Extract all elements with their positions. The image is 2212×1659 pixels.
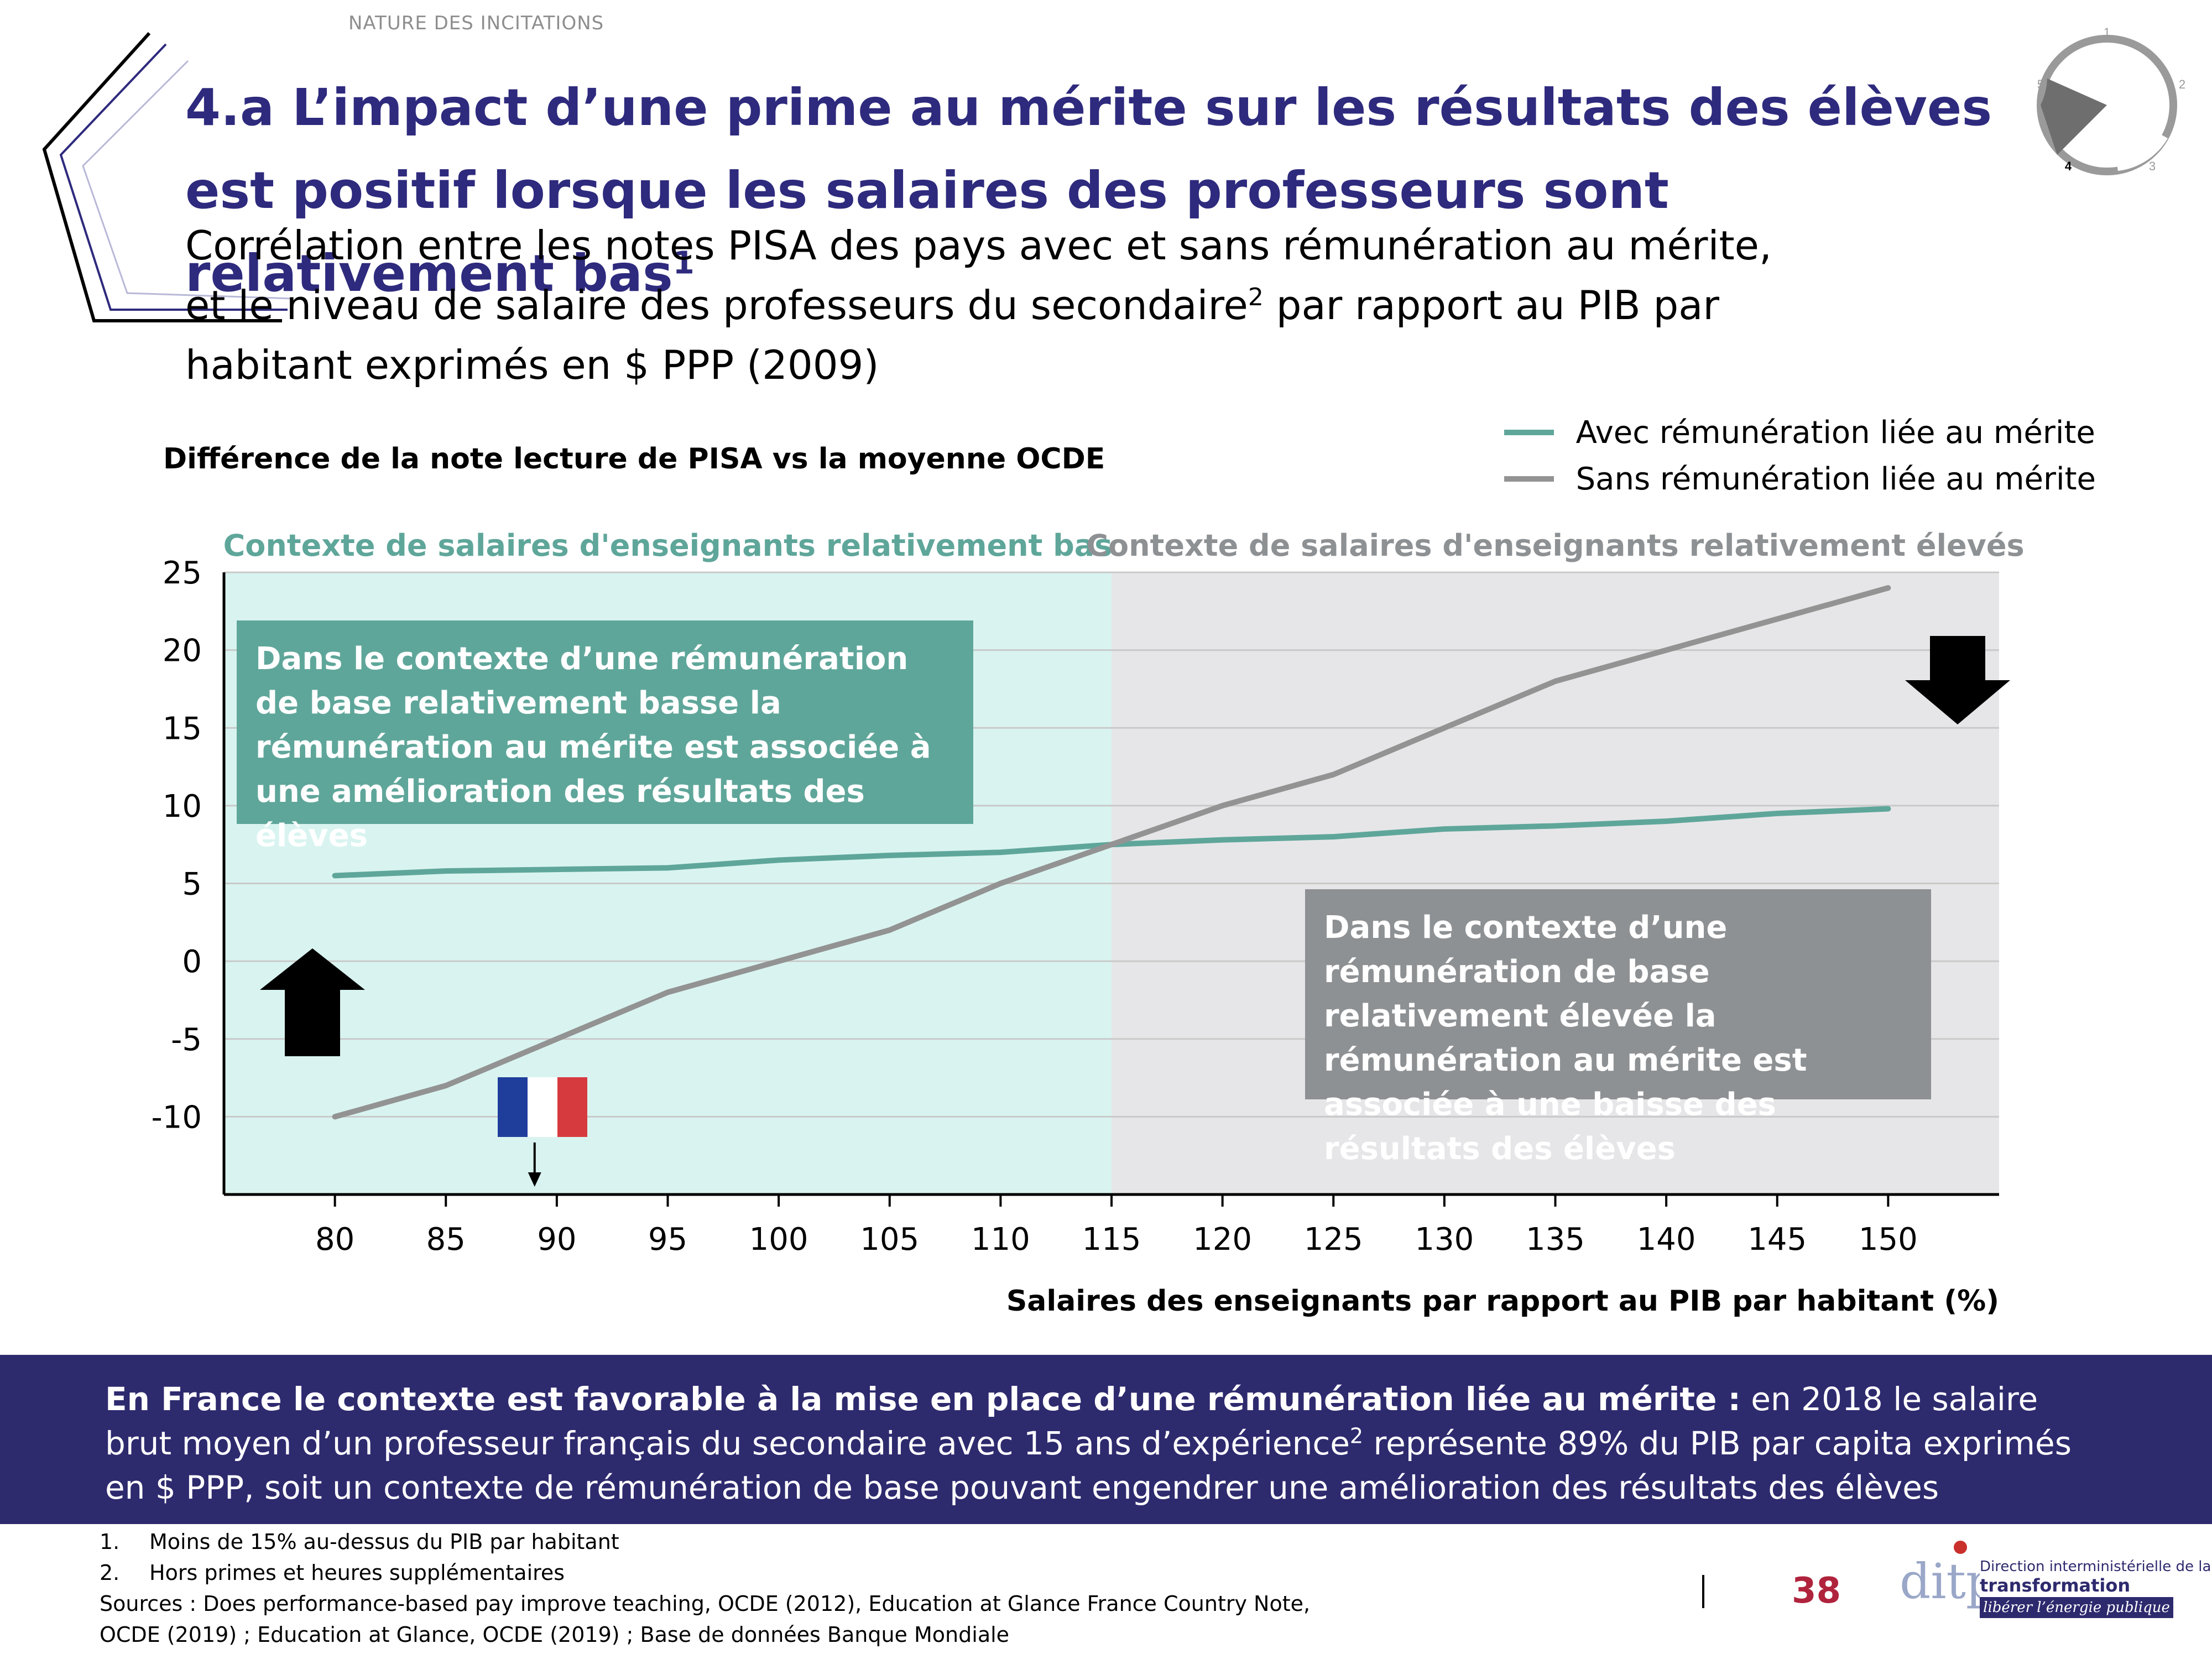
x-tick-label: 135 bbox=[1526, 1222, 1585, 1258]
y-tick-label: 5 bbox=[182, 867, 202, 902]
footnotes: 1. Moins de 15% au-dessus du PIB par habi… bbox=[100, 1526, 1310, 1650]
annotation-high-salary: Dans le contexte d’une rémunération de b… bbox=[1305, 889, 1931, 1167]
dial-label-1: 1 bbox=[2104, 25, 2110, 39]
section-label: NATURE DES INCITATIONS bbox=[348, 12, 604, 34]
x-tick-label: 140 bbox=[1637, 1222, 1696, 1258]
x-tick-label: 80 bbox=[315, 1222, 354, 1258]
logo-tagline: libérer l’énergie publique bbox=[1980, 1597, 2173, 1618]
x-tick-label: 90 bbox=[537, 1222, 576, 1258]
sources-line-2: OCDE (2019) ; Education at Glance, OCDE … bbox=[100, 1623, 1010, 1647]
dial-label-3: 3 bbox=[2149, 159, 2156, 173]
y-tick-label: -5 bbox=[171, 1022, 202, 1058]
france-flag-white bbox=[528, 1077, 557, 1137]
x-tick-label: 115 bbox=[1082, 1222, 1141, 1258]
x-tick-label: 100 bbox=[749, 1222, 808, 1258]
y-tick-label: -10 bbox=[152, 1099, 202, 1135]
y-tick-label: 20 bbox=[163, 633, 202, 669]
legend-swatch-sans bbox=[1504, 476, 1554, 482]
footnote-1: 1. Moins de 15% au-dessus du PIB par habi… bbox=[100, 1530, 619, 1554]
conclusion-banner: En France le contexte est favorable à la… bbox=[0, 1355, 2212, 1524]
series-line-1 bbox=[332, 585, 1891, 1120]
sources-line-1: Sources : Does performance-based pay imp… bbox=[100, 1592, 1311, 1616]
region-label-0: Contexte de salaires d'enseignants relat… bbox=[223, 528, 1113, 563]
annotation-low-salary: Dans le contexte d’une rémunération de b… bbox=[237, 620, 973, 854]
x-tick-label: 150 bbox=[1859, 1222, 1918, 1258]
x-tick-label: 125 bbox=[1304, 1222, 1363, 1258]
line-chart: Contexte de salaires d'enseignants relat… bbox=[152, 528, 2025, 1318]
ditp-logo-mark: ditp bbox=[1900, 1541, 1980, 1610]
y-tick-label: 15 bbox=[163, 711, 202, 747]
page-subtitle: Corrélation entre les notes PISA des pay… bbox=[185, 222, 1772, 388]
progress-dial: 1 2 3 4 5 bbox=[2037, 25, 2185, 175]
france-flag-blue bbox=[498, 1077, 528, 1137]
up-arrow-icon bbox=[260, 948, 365, 1056]
france-flag-red bbox=[557, 1077, 587, 1137]
footnote-2: 2. Hors primes et heures supplémentaires bbox=[100, 1561, 565, 1585]
x-tick-label: 145 bbox=[1747, 1222, 1807, 1258]
x-axis-title: Salaires des enseignants par rapport au … bbox=[1006, 1285, 1999, 1318]
x-tick-label: 120 bbox=[1193, 1222, 1252, 1258]
y-tick-label: 25 bbox=[163, 555, 202, 591]
x-tick-label: 85 bbox=[426, 1222, 466, 1258]
y-axis-title: Différence de la note lecture de PISA vs… bbox=[163, 442, 1105, 476]
decorative-hexagon bbox=[42, 32, 294, 322]
svg-text:ditp: ditp bbox=[1900, 1553, 1980, 1610]
logo-org-small: Direction interministérielle de la bbox=[1980, 1558, 2211, 1575]
legend-swatch-avec bbox=[1504, 430, 1554, 435]
x-tick-label: 110 bbox=[971, 1222, 1030, 1258]
france-pointer-arrowhead bbox=[528, 1172, 541, 1187]
legend-item-sans: Sans rémunération liée au mérite bbox=[1504, 456, 2096, 502]
chart-legend: Avec rémunération liée au mérite Sans ré… bbox=[1504, 409, 2096, 502]
down-arrow-icon bbox=[1905, 636, 2010, 724]
legend-item-avec: Avec rémunération liée au mérite bbox=[1504, 409, 2096, 456]
page-separator bbox=[1702, 1575, 1704, 1608]
x-tick-label: 95 bbox=[648, 1222, 687, 1258]
dial-label-2: 2 bbox=[2179, 77, 2185, 91]
page-title: 4.a L’impact d’une prime au mérite sur l… bbox=[185, 78, 1992, 303]
page-number: 38 bbox=[1792, 1571, 1841, 1611]
x-tick-label: 105 bbox=[860, 1222, 919, 1258]
dial-label-5: 5 bbox=[2037, 77, 2044, 91]
dial-label-4: 4 bbox=[2065, 159, 2072, 173]
region-label-1: Contexte de salaires d'enseignants relat… bbox=[1086, 528, 2024, 563]
x-tick-label: 130 bbox=[1415, 1222, 1474, 1258]
y-tick-label: 10 bbox=[163, 789, 202, 825]
y-tick-label: 0 bbox=[182, 944, 202, 980]
